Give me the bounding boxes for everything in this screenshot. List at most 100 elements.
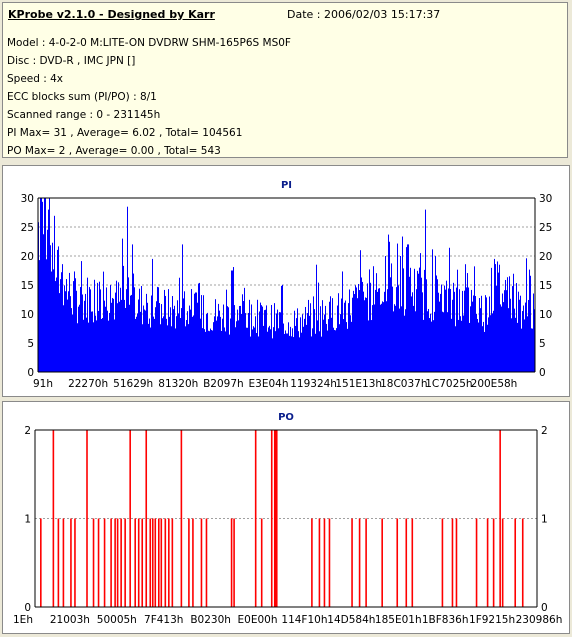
pi-bar <box>287 333 288 372</box>
x-tick-label: 230986h <box>516 614 563 626</box>
pi-bar <box>417 270 418 372</box>
x-tick-label: 1Eh <box>13 614 33 626</box>
po-bar <box>274 430 277 607</box>
pi-bar <box>192 316 193 372</box>
pi-bar <box>105 306 106 372</box>
pi-bar <box>491 267 492 372</box>
pi-bar <box>154 318 155 372</box>
pi-bar <box>332 298 333 372</box>
pi-bar <box>48 209 49 372</box>
pi-bar <box>55 281 56 372</box>
pi-bar <box>310 303 311 372</box>
pi-bar <box>312 328 313 372</box>
y-tick-right: 15 <box>539 280 552 292</box>
pi-bar <box>378 288 379 372</box>
pi-bar <box>243 301 244 372</box>
pi-bar <box>215 299 216 372</box>
pi-bar <box>102 317 103 372</box>
po-bar <box>134 518 136 607</box>
pi-bar <box>256 332 257 372</box>
pi-bar <box>390 277 391 372</box>
po-bar <box>492 518 495 607</box>
pi-bar <box>454 291 455 372</box>
pi-bar <box>201 295 202 372</box>
pi-bar <box>78 306 79 372</box>
pi-bar <box>124 299 125 372</box>
pi-bar <box>120 287 121 372</box>
pi-bar <box>275 331 276 372</box>
po-bar <box>114 518 116 607</box>
pi-bar <box>479 298 480 372</box>
pi-bar <box>246 327 247 372</box>
pi-summary-line: PI Max= 31 , Average= 6.02 , Total= 1045… <box>7 127 243 139</box>
pi-bar <box>462 290 463 372</box>
po-bar <box>145 430 148 607</box>
pi-bar <box>165 295 166 372</box>
pi-bar <box>118 282 119 372</box>
pi-bar <box>222 318 223 372</box>
pi-bar <box>139 288 140 372</box>
pi-bar <box>158 287 159 372</box>
pi-bar <box>199 282 200 372</box>
pi-bar <box>232 270 233 372</box>
pi-bar <box>51 271 52 372</box>
pi-bar <box>371 320 372 372</box>
pi-bar <box>282 284 283 372</box>
pi-bar <box>430 313 431 372</box>
pi-bar <box>294 310 295 372</box>
pi-bar <box>61 272 62 372</box>
pi-bar <box>147 302 148 372</box>
pi-bar <box>220 316 221 372</box>
pi-bar <box>131 294 132 372</box>
pi-bar <box>308 299 309 372</box>
pi-bar <box>348 303 349 372</box>
pi-bar <box>357 298 358 372</box>
pi-bar <box>65 291 66 372</box>
pi-bar <box>499 264 500 372</box>
pi-bar <box>221 330 222 372</box>
pi-bar <box>242 294 243 372</box>
pi-bar <box>248 312 249 372</box>
po-bar <box>52 430 55 607</box>
pi-bar <box>522 311 523 372</box>
pi-bar <box>195 292 196 372</box>
pi-chart-panel: PI 0 0 5 5 10 10 15 15 20 20 25 25 30 30 91h 22270h 51629… <box>2 165 570 397</box>
pi-bar <box>413 305 414 372</box>
pi-bar <box>405 309 406 372</box>
y-tick-left: 0 <box>27 367 34 379</box>
pi-bar <box>151 295 152 372</box>
pi-bar <box>492 313 493 372</box>
pi-bar <box>331 317 332 372</box>
pi-bar <box>336 328 337 372</box>
pi-bar <box>497 261 498 372</box>
pi-bar <box>412 292 413 372</box>
pi-bar <box>341 298 342 372</box>
pi-bar <box>398 285 399 372</box>
pi-bar <box>487 324 488 372</box>
pi-bar <box>250 336 251 372</box>
pi-bar <box>79 304 80 372</box>
pi-bar <box>486 297 487 372</box>
pi-bar <box>283 323 284 372</box>
pi-bar <box>490 315 491 372</box>
pi-bar <box>300 317 301 372</box>
po-bar <box>137 518 140 607</box>
pi-bar <box>329 301 330 372</box>
pi-bar <box>171 326 172 372</box>
x-tick-label: 185E01h <box>375 614 422 626</box>
pi-bar <box>353 290 354 372</box>
pi-bar <box>519 299 520 372</box>
po-bar <box>200 518 203 607</box>
pi-bar <box>52 242 53 372</box>
disc-line: Disc : DVD-R , IMC JPN [] <box>7 55 136 67</box>
po-bar <box>120 518 122 607</box>
y-tick-left: 25 <box>21 222 34 234</box>
pi-bar <box>123 265 124 372</box>
pi-bar <box>188 324 189 372</box>
pi-bar <box>58 246 59 372</box>
pi-bar <box>94 279 95 372</box>
y-tick-right: 0 <box>539 367 546 379</box>
pi-bar <box>476 313 477 372</box>
pi-bar <box>299 337 300 372</box>
pi-bar <box>259 311 260 372</box>
